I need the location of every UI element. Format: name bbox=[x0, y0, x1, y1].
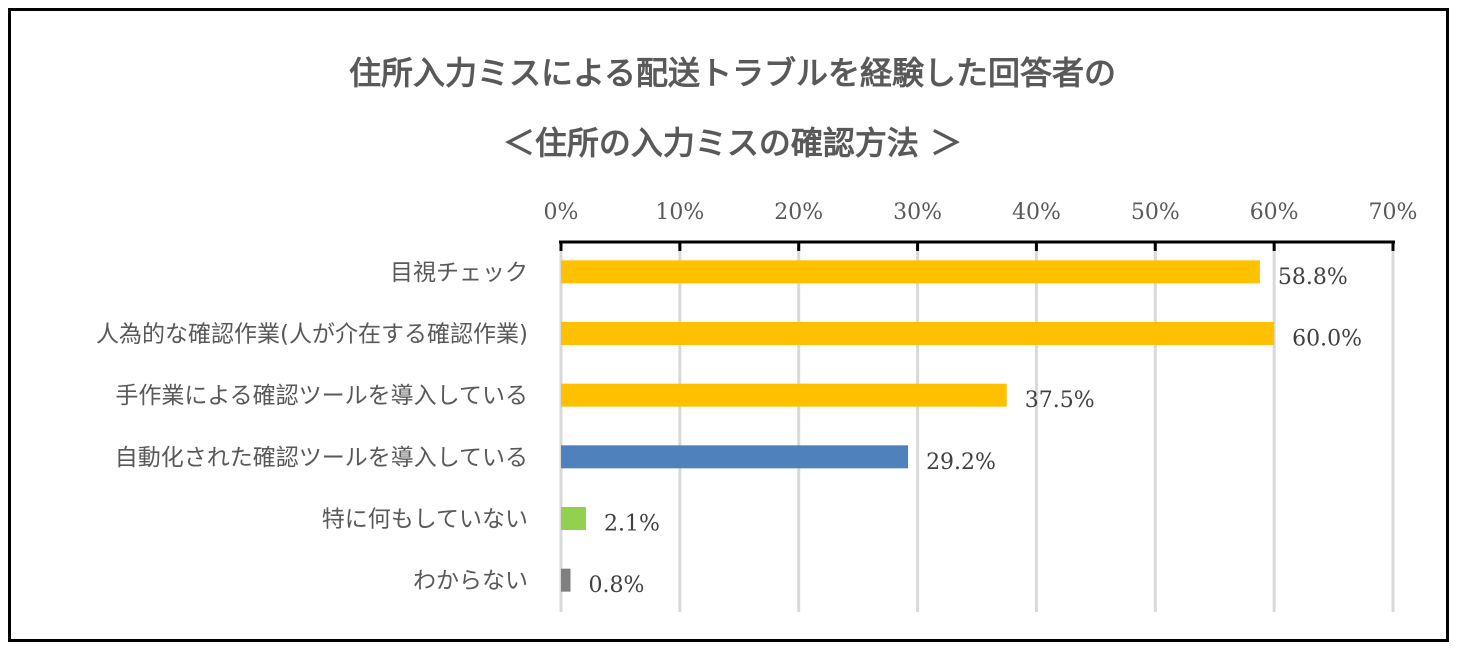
bar bbox=[561, 383, 1007, 407]
data-label: 0.8% bbox=[589, 573, 645, 598]
data-label: 60.0% bbox=[1292, 327, 1362, 352]
data-label: 37.5% bbox=[1025, 388, 1095, 413]
bar bbox=[561, 507, 586, 530]
bar bbox=[561, 445, 909, 469]
chart-title-line1: 住所入力ミスによる配送トラブルを経験した回答者の bbox=[348, 54, 1117, 92]
category-label: 自動化された確認ツールを導入している bbox=[115, 445, 528, 471]
x-tick-label: 0% bbox=[544, 200, 579, 225]
gridlines bbox=[559, 242, 1395, 612]
category-label: 手作業による確認ツールを導入している bbox=[115, 383, 528, 409]
data-labels: 58.8% 60.0% 37.5% 29.2% 2.1% 0.8% bbox=[589, 265, 1363, 598]
x-tick-label: 70% bbox=[1369, 200, 1418, 225]
category-label: 特に何もしていない bbox=[322, 507, 528, 533]
data-label: 58.8% bbox=[1278, 265, 1348, 290]
x-axis-ticks: 0% 10% 20% 30% 40% 50% 60% 70% bbox=[544, 200, 1418, 251]
chart-title-line2: ＜住所の入力ミスの確認方法 ＞ bbox=[502, 124, 963, 162]
data-label: 2.1% bbox=[604, 512, 660, 537]
category-label: わからない bbox=[413, 568, 528, 594]
category-label: 目視チェック bbox=[390, 260, 528, 286]
x-tick-label: 10% bbox=[655, 200, 704, 225]
bars bbox=[561, 260, 1275, 592]
x-tick-label: 20% bbox=[774, 200, 823, 225]
x-tick-label: 30% bbox=[893, 200, 942, 225]
bar bbox=[561, 322, 1275, 345]
data-label: 29.2% bbox=[926, 450, 996, 475]
x-tick-label: 50% bbox=[1131, 200, 1180, 225]
x-tick-label: 40% bbox=[1012, 200, 1061, 225]
category-label: 人為的な確認作業(人が介在する確認作業) bbox=[96, 322, 528, 348]
bar bbox=[561, 568, 571, 592]
bar bbox=[561, 260, 1260, 284]
x-tick-label: 60% bbox=[1250, 200, 1299, 225]
